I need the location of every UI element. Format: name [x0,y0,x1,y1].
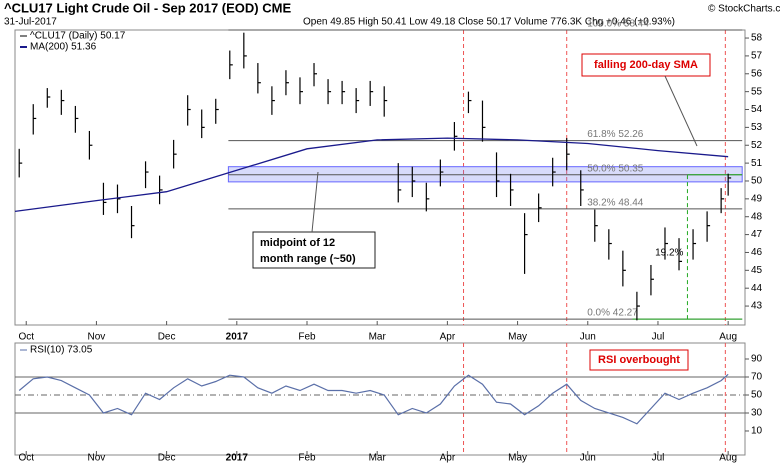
x-tick-label: Apr [440,332,456,343]
annotation: RSI overbought [598,354,680,366]
fib-label: 50.0% 50.35 [587,163,644,174]
measure-label: 19.2% [655,248,683,259]
x-tick-label: Feb [298,453,316,464]
annotation-box [581,53,711,77]
x-tick-label: Oct [18,332,34,343]
x-tick-label: 2017 [226,332,249,343]
x-tick-label: Dec [158,453,176,464]
y-tick-label: 49 [751,193,763,204]
y-tick-label: 47 [751,229,763,240]
rsi-line [18,373,729,425]
y-tick-label: 57 [751,51,763,62]
fib-label: 0.0% 42.27 [587,308,638,319]
annotation: falling 200-day SMA [594,59,698,71]
plot: 43 44 45 46 47 48 49 50 51 52 53 54 55 56 57 58 Oct Nov De… [14,19,763,464]
y-tick-label: 58 [751,33,763,44]
legend-label: ^CLU17 (Daily) 50.17 [30,31,126,42]
y-tick-label: 56 [751,68,763,79]
fib-label: 100.0% 58.44 [587,19,649,30]
annotation: midpoint of 12 [260,237,335,249]
quote: Open 49.85 High 50.41 Low 49.18 Close 50… [303,17,675,28]
y-tick-label: 45 [751,265,763,276]
annotation: month range (~50) [260,253,356,265]
rsi-panel [14,342,746,456]
annotation-box [252,231,376,269]
x-tick-label: Feb [298,332,316,343]
x-tick-label: Nov [88,453,106,464]
credit: © StockCharts.com [708,4,780,15]
legend-label: RSI(10) 73.05 [30,345,93,356]
arrow [311,171,319,233]
x-tick-label: Apr [440,453,456,464]
y-tick-label: 55 [751,86,763,97]
x-tick-label: Nov [88,332,106,343]
y-tick-label: 50 [751,176,763,187]
x-tick-label: 2017 [226,453,249,464]
date: 31-Jul-2017 [4,17,57,28]
y-tick-label: 53 [751,122,763,133]
x-tick-label: Jul [652,453,665,464]
y-tick-label: 10 [751,426,763,437]
y-tick-label: 50 [751,390,763,401]
y-tick-label: 52 [751,140,763,151]
y-tick-label: 51 [751,158,763,169]
x-tick-label: Mar [369,332,387,343]
x-tick-label: May [508,332,527,343]
y-tick-label: 70 [751,372,763,383]
x-tick-label: Jul [652,332,665,343]
y-tick-label: 90 [751,354,763,365]
x-tick-label: Oct [18,453,34,464]
x-tick-label: Jun [580,332,596,343]
x-tick-label: May [508,453,527,464]
x-tick-label: Mar [369,453,387,464]
x-tick-label: Dec [158,332,176,343]
ma-line [14,137,729,213]
y-tick-label: 44 [751,283,763,294]
y-tick-label: 54 [751,104,763,115]
x-tick-label: Aug [719,332,737,343]
y-tick-label: 48 [751,211,763,222]
arrow [664,75,698,147]
x-tick-label: Aug [719,453,737,464]
chart-title: ^CLU17 Light Crude Oil - Sep 2017 (EOD) … [4,0,291,15]
y-tick-label: 46 [751,247,763,258]
annotation-box [589,349,689,371]
legend-label: MA(200) 51.36 [30,42,97,53]
fib-label: 61.8% 52.26 [587,129,644,140]
y-tick-label: 43 [751,301,763,312]
x-tick-label: Jun [580,453,596,464]
y-tick-label: 30 [751,408,763,419]
fib-label: 38.2% 48.44 [587,197,644,208]
